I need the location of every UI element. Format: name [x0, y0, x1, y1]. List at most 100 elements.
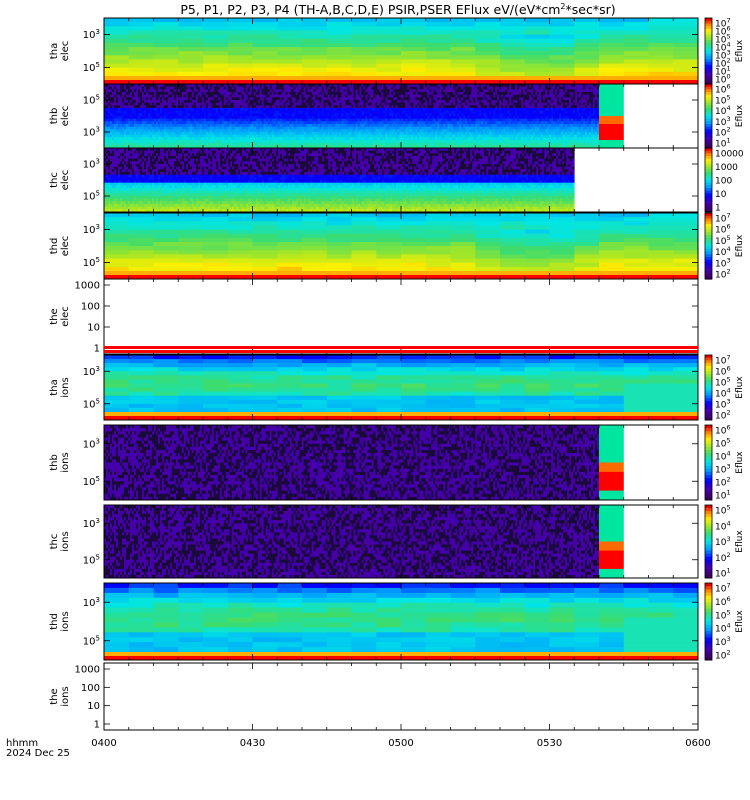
spectrogram-image: [104, 663, 698, 730]
colorbar-tick-label: 104: [715, 387, 731, 400]
colorbar-label: Eflux: [735, 104, 745, 127]
colorbar-tick-label: 104: [715, 104, 731, 117]
colorbar-tick-label: 104: [715, 41, 731, 54]
y-tick-label: 105: [83, 634, 100, 647]
chart-title: P5, P1, P2, P3, P4 (TH-A,B,C,D,E) PSIR,P…: [180, 2, 615, 17]
y-tick-label: 1: [94, 720, 100, 731]
colorbar: 10000 1000 100 10 1: [704, 147, 744, 214]
colorbar-tick-label: 101: [715, 489, 731, 502]
colorbar-tick-label: 10000: [715, 150, 744, 160]
colorbar-tick-label: 102: [715, 409, 731, 422]
colorbar-tick-label: 102: [715, 649, 731, 662]
colorbar-tick-label: 101: [715, 65, 731, 78]
y-tick-label: 1000: [75, 281, 100, 292]
y-axis-label: theelec: [49, 306, 71, 327]
colorbar-tick-label: 104: [715, 450, 731, 463]
y-tick-label: 105: [83, 553, 100, 566]
y-tick-label: 105: [83, 94, 100, 107]
y-axis-label: thdions: [49, 611, 71, 631]
colorbar-tick-label: 105: [715, 93, 731, 106]
y-tick-label: 103: [83, 223, 100, 236]
y-tick-label: 105: [83, 190, 100, 203]
panel-the-elec: theelec 1000 100 10 1: [49, 278, 699, 355]
colorbar-tick-label: 103: [715, 398, 731, 411]
y-tick-label: 103: [83, 437, 100, 450]
colorbar-tick-label: 102: [715, 476, 731, 489]
colorbar: 105 104 103 102 101 Eflux: [704, 504, 745, 580]
colorbar-tick-label: 101: [715, 137, 731, 150]
panel-the-ions: theions 1000 100 10 1: [49, 662, 699, 731]
spectrogram-image: [104, 583, 698, 660]
colorbar-tick-label: 107: [715, 17, 731, 30]
colorbar-label: Eflux: [735, 234, 745, 257]
spectrogram-image: [104, 18, 698, 84]
spectrogram-image: [104, 84, 698, 148]
status-band: [104, 346, 698, 349]
spectrogram-image: [104, 505, 698, 578]
panel-thc-elec: thcelec 103 105 10000 1000 100 10 1: [49, 147, 744, 214]
y-axis-label: thaelec: [49, 41, 71, 62]
colorbar-tick-label: 1: [715, 204, 721, 214]
colorbar-tick-label: 105: [715, 437, 731, 450]
colorbar-tick-label: 105: [715, 33, 731, 46]
colorbar-label: Eflux: [735, 376, 745, 399]
y-tick-label: 103: [83, 517, 100, 530]
y-axis-label: thcions: [49, 531, 71, 551]
title-tail: *sec*sr): [566, 2, 616, 17]
title-main: P5, P1, P2, P3, P4 (TH-A,B,C,D,E) PSIR,P…: [180, 2, 560, 17]
colorbar-tick-label: 103: [715, 115, 731, 128]
colorbar-tick-label: 102: [715, 268, 731, 281]
y-axis-label: thaions: [49, 377, 71, 397]
colorbar-tick-label: 100: [715, 177, 732, 187]
x-tick-label: 0500: [388, 738, 413, 749]
x-tick-label: 0400: [91, 738, 116, 749]
colorbar-tick-label: 106: [715, 365, 731, 378]
colorbar-tick-label: 103: [715, 635, 731, 648]
colorbar-label: Eflux: [735, 451, 745, 474]
colorbar-tick-label: 103: [715, 256, 731, 269]
colorbar-tick-label: 105: [715, 376, 731, 389]
y-tick-label: 103: [83, 126, 100, 139]
colorbar-tick-label: 106: [715, 25, 731, 38]
x-tick-label: 0530: [537, 738, 562, 749]
colorbar-tick-label: 105: [715, 608, 731, 621]
colorbar-tick-label: 104: [715, 245, 731, 258]
colorbar-tick-label: 102: [715, 126, 731, 139]
y-tick-label: 105: [83, 61, 100, 74]
colorbar-tick-label: 101: [715, 567, 731, 580]
date-label: 2024 Dec 25: [6, 748, 70, 759]
title-superscript: 2: [560, 2, 565, 11]
y-tick-label: 10: [87, 323, 100, 334]
x-tick-label: 0600: [685, 738, 710, 749]
colorbar-tick-label: 106: [715, 424, 731, 437]
colorbar-tick-label: 106: [715, 595, 731, 608]
colorbar-tick-label: 104: [715, 622, 731, 635]
y-tick-label: 103: [83, 158, 100, 171]
colorbar-tick-label: 102: [715, 551, 731, 564]
x-tick-label: 0430: [240, 738, 265, 749]
spectrogram-image: [104, 425, 698, 500]
colorbar-tick-label: 107: [715, 212, 731, 225]
y-tick-label: 100: [81, 302, 100, 313]
colorbar-tick-label: 103: [715, 49, 731, 62]
y-axis-label: thbelec: [49, 106, 71, 127]
y-tick-label: 105: [83, 397, 100, 410]
colorbar-tick-label: 105: [715, 234, 731, 247]
y-tick-label: 100: [81, 683, 100, 694]
colorbar-tick-label: 103: [715, 535, 731, 548]
y-axis-label: theions: [49, 686, 71, 706]
plot-area: [104, 663, 698, 730]
spectrogram-image: [104, 213, 698, 279]
panel-thb-elec: thaelec103105107106105104103102101100Efl…: [49, 17, 745, 86]
